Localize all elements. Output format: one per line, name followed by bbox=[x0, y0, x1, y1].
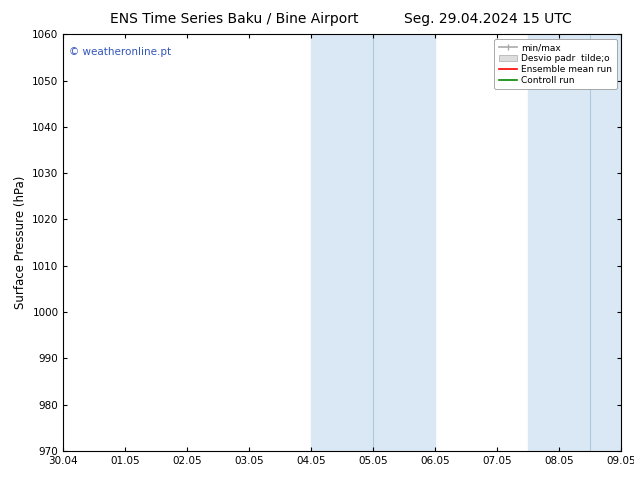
Bar bbox=[311, 34, 436, 451]
Bar bbox=[528, 34, 621, 451]
Y-axis label: Surface Pressure (hPa): Surface Pressure (hPa) bbox=[14, 176, 27, 309]
Text: ENS Time Series Baku / Bine Airport: ENS Time Series Baku / Bine Airport bbox=[110, 12, 359, 26]
Text: © weatheronline.pt: © weatheronline.pt bbox=[69, 47, 171, 57]
Text: Seg. 29.04.2024 15 UTC: Seg. 29.04.2024 15 UTC bbox=[404, 12, 572, 26]
Legend: min/max, Desvio padr  tilde;o, Ensemble mean run, Controll run: min/max, Desvio padr tilde;o, Ensemble m… bbox=[495, 39, 617, 89]
